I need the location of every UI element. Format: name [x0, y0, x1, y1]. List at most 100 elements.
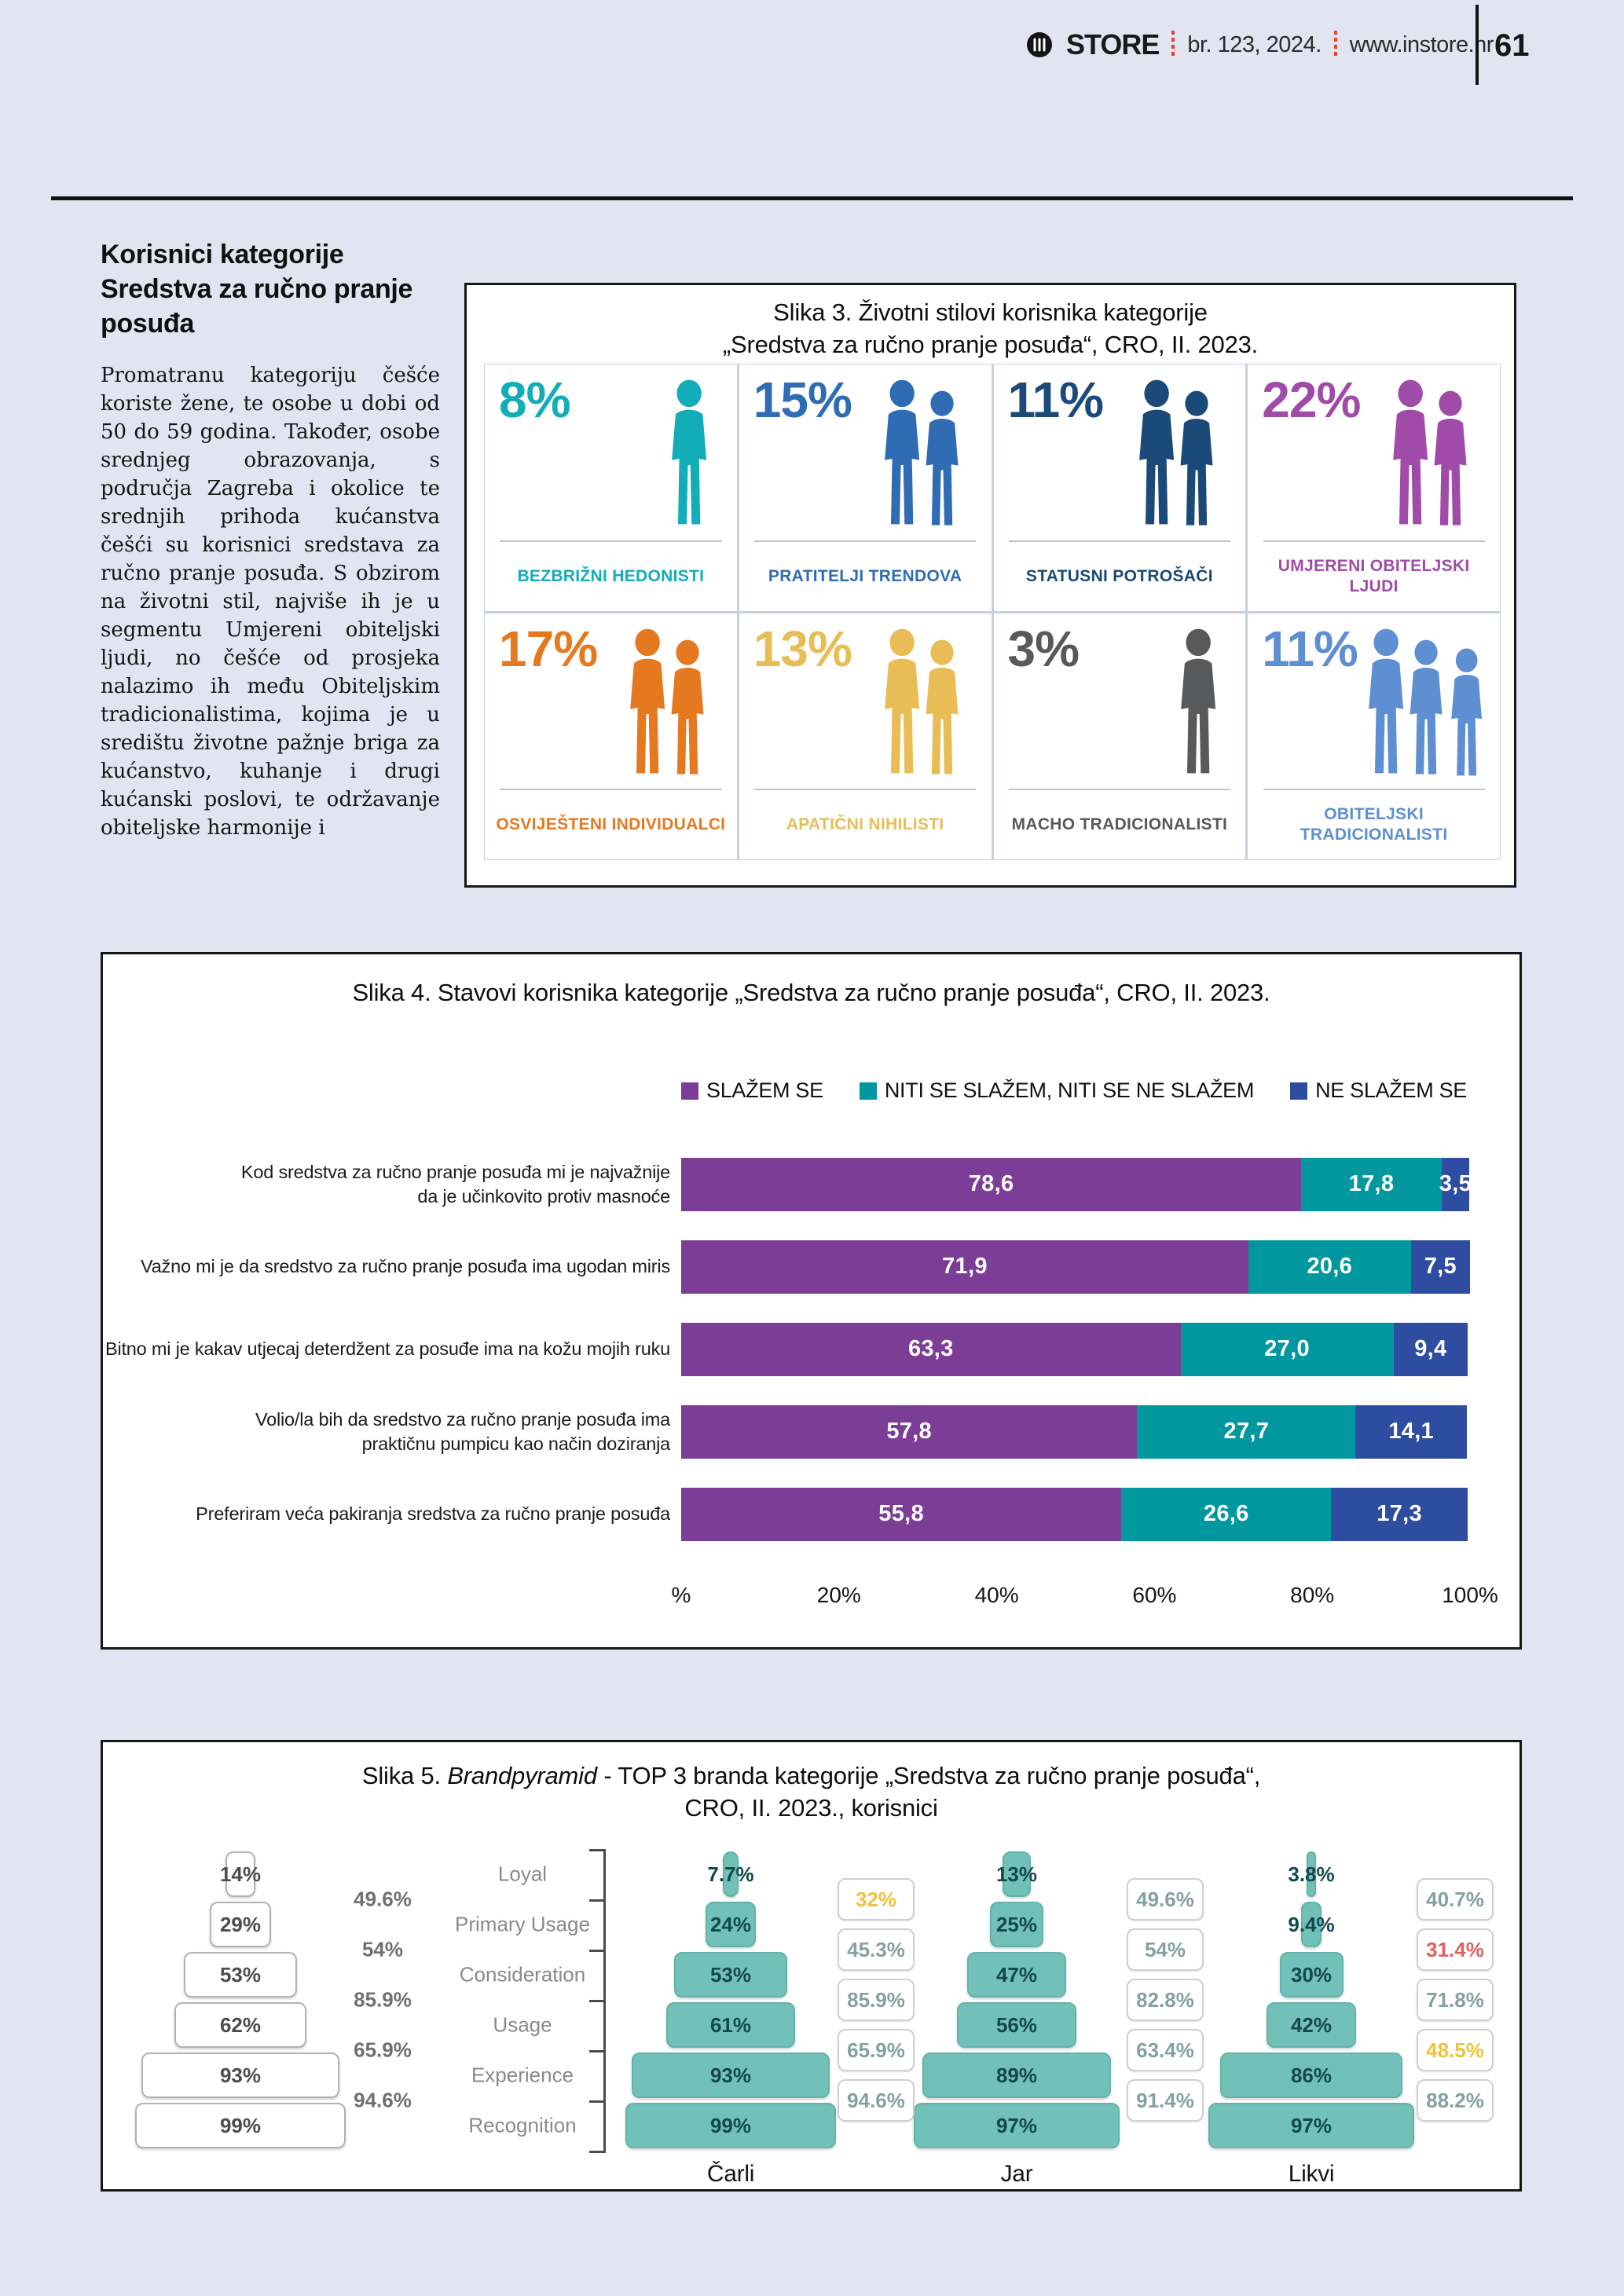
- lifestyle-segment: 17% OSVIJEŠTENI INDIVIDUALCI: [485, 613, 737, 859]
- reference-pyramid-level: 53%: [184, 1952, 297, 1998]
- x-axis-tick: 100%: [1442, 1583, 1498, 1607]
- conversion-box: 91.4%: [1127, 2079, 1204, 2122]
- segment-figures: [1358, 623, 1498, 787]
- statement-line: Bitno mi je kakav utjecaj deterdžent za …: [104, 1338, 670, 1359]
- segment-value: 3%: [1007, 620, 1080, 677]
- article-column: Korisnici kategorije Sredstva za ručno p…: [101, 237, 440, 842]
- segment-label: OBITELJSKI TRADICIONALISTI: [1300, 805, 1448, 844]
- segment-figures: [874, 623, 973, 787]
- bar-segment: 17,3: [1331, 1487, 1468, 1541]
- conversion-box: 63.4%: [1127, 2029, 1204, 2071]
- brand-pyramid-value: 53%: [709, 1962, 751, 1987]
- bar-segment: 3,5: [1439, 1157, 1472, 1211]
- brand-pyramid-value: 93%: [709, 2063, 751, 2087]
- segment-divider: [1008, 789, 1230, 790]
- person-figures-icon: [630, 628, 704, 774]
- segment-value: 11%: [1262, 620, 1358, 677]
- header-divider: [1476, 5, 1479, 85]
- stage-label: Loyal: [497, 1862, 548, 1886]
- bar-segment: 27,0: [1180, 1322, 1394, 1376]
- conversion-box: 49.6%: [1127, 1878, 1204, 1921]
- bar-segment-value: 71,9: [942, 1254, 988, 1279]
- page-header: STORE br. 123, 2024. www.instore.hr: [1025, 28, 1494, 61]
- statement-line: praktičnu pumpicu kao način doziranja: [361, 1433, 671, 1454]
- statement-line: Važno mi je da sredstvo za ručno pranje …: [140, 1256, 670, 1276]
- segment-value: 17%: [499, 620, 598, 677]
- segment-figures: [1170, 623, 1226, 787]
- figure-3-title-line2: „Sredstva za ručno pranje posuđa“, CRO, …: [722, 331, 1259, 358]
- brand-pyramid-value: 99%: [709, 2113, 752, 2137]
- bar-segment: 63,3: [681, 1322, 1181, 1376]
- figure-3-title: Slika 3. Životni stilovi korisnika kateg…: [467, 296, 1514, 361]
- segment-label: STATUSNI POTROŠAČI: [1025, 566, 1213, 585]
- brand-pyramid-value: 56%: [995, 2012, 1037, 2037]
- brand-pyramid-value: 7.7%: [707, 1862, 754, 1886]
- bar-segment: 7,5: [1410, 1240, 1470, 1294]
- bar-segment-value: 27,0: [1264, 1336, 1310, 1361]
- conversion-box: 94.6%: [838, 2079, 915, 2122]
- legend-swatch: [859, 1082, 877, 1100]
- reference-conversion-value: 94.6%: [354, 2088, 412, 2112]
- brand-pyramid-value: 97%: [1290, 2113, 1333, 2137]
- brand-pyramid-value: 3.8%: [1288, 1862, 1335, 1886]
- brand-pyramid-value: 9.4%: [1288, 1912, 1335, 1936]
- reference-pyramid-value: 29%: [219, 1912, 262, 1936]
- brand-pyramid-level: 13%: [996, 1851, 1037, 1897]
- lifestyle-segment: 13% APATIČNI NIHILISTI: [739, 613, 992, 859]
- bar-segment: 71,9: [681, 1240, 1248, 1294]
- segment-label: PRATITELJI TRENDOVA: [768, 566, 962, 585]
- lifestyle-segment: 11% OBITELJSKI TRADICIONALISTI: [1248, 613, 1500, 859]
- brand-pyramid-value: 86%: [1290, 2063, 1332, 2087]
- brand-pyramid-level: 42%: [1267, 2002, 1356, 2048]
- figure-4-title: Slika 4. Stavovi korisnika kategorije „S…: [352, 979, 1270, 1006]
- brand-pyramid-level: 53%: [674, 1952, 787, 1998]
- brand-pyramid-level: 56%: [957, 2002, 1076, 2048]
- axis-tick: [589, 2151, 603, 2153]
- bar-segment: 57,8: [681, 1404, 1138, 1459]
- figure-5-brandpyramid: Slika 5. Brandpyramid - TOP 3 branda kat…: [101, 1740, 1522, 2192]
- stacked-bar: 71,9 20,6 7,5: [681, 1240, 1470, 1294]
- figure-5-title-line1: Slika 5. Brandpyramid - TOP 3 branda kat…: [103, 1760, 1520, 1792]
- reference-pyramid-value: 14%: [219, 1862, 262, 1886]
- conversion-box: 71.8%: [1417, 1979, 1494, 2021]
- brand-pyramid-level: 97%: [914, 2103, 1120, 2148]
- bar-segment: 26,6: [1121, 1487, 1332, 1541]
- brand-pyramid-level: 3.8%: [1288, 1851, 1335, 1897]
- stacked-bar: 57,8 27,7 14,1: [681, 1404, 1467, 1459]
- conversion-box: 32%: [838, 1878, 915, 1921]
- x-axis-tick: %: [671, 1583, 691, 1607]
- article-title: Korisnici kategorije Sredstva za ručno p…: [101, 240, 413, 339]
- bar-segment: 14,1: [1355, 1404, 1467, 1459]
- legend-swatch: [1290, 1082, 1308, 1100]
- x-axis-tick: 20%: [816, 1583, 861, 1607]
- segment-divider: [1263, 540, 1485, 542]
- brand-pyramid-level: 97%: [1208, 2103, 1414, 2148]
- statement-line: Preferiram veća pakiranja sredstva za ru…: [196, 1503, 670, 1524]
- bar-segment-value: 3,5: [1439, 1171, 1472, 1196]
- segment-visual: 3%: [994, 613, 1246, 789]
- statement-line: Volio/la bih da sredstvo za ručno pranje…: [255, 1408, 670, 1430]
- segment-visual: 11%: [1248, 613, 1500, 789]
- segment-visual: 17%: [485, 613, 737, 789]
- lifestyle-segment: 22% UMJERENI OBITELJSKI LJUDI: [1248, 364, 1500, 611]
- brand-pyramid-level: 25%: [990, 1902, 1043, 1947]
- segment-figures: [874, 374, 973, 538]
- bar-segment: 78,6: [681, 1157, 1302, 1211]
- stage-label: Experience: [471, 2063, 574, 2087]
- conversion-box: 45.3%: [838, 1928, 915, 1971]
- legend-label: NITI SE SLAŽEM, NITI SE NE SLAŽEM: [884, 1078, 1255, 1102]
- segment-figures: [1382, 374, 1481, 538]
- reference-pyramid-value: 53%: [219, 1962, 261, 1987]
- brand-pyramid-level: 30%: [1279, 1952, 1344, 1998]
- pyramid-axis: [603, 1849, 606, 2153]
- brand-pyramid-level: 93%: [632, 2052, 830, 2098]
- figure-3-lifestyles: Slika 3. Životni stilovi korisnika kateg…: [464, 283, 1516, 888]
- brand-name: Jar: [1000, 2161, 1033, 2187]
- brand-pyramid-level: 7.7%: [707, 1851, 754, 1897]
- x-axis-tick: 60%: [1132, 1583, 1177, 1607]
- person-figures-icon: [884, 379, 959, 525]
- title-italic-word: Brandpyramid: [447, 1762, 597, 1789]
- reference-pyramid-level: 14%: [220, 1851, 261, 1897]
- axis-tick: [589, 1950, 603, 1952]
- segment-label: MACHO TRADICIONALISTI: [1011, 815, 1228, 833]
